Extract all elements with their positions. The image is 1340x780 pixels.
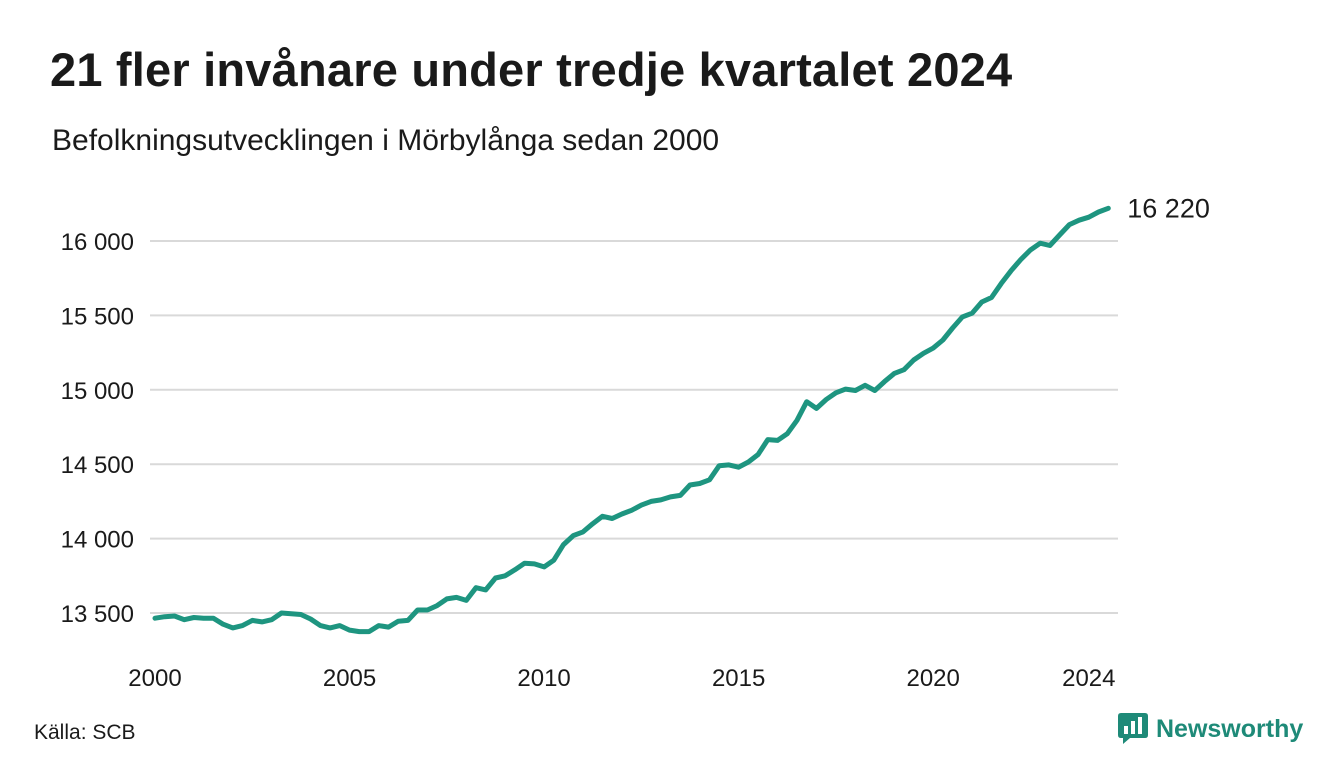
y-tick-label: 13 500 xyxy=(61,601,134,628)
chart-title: 21 fler invånare under tredje kvartalet … xyxy=(50,43,1013,96)
brand-logo[interactable]: Newsworthy xyxy=(1118,713,1303,745)
gridlines xyxy=(150,240,1118,614)
y-tick-label: 14 500 xyxy=(61,452,134,479)
chart-subtitle: Befolkningsutvecklingen i Mörbylånga sed… xyxy=(52,124,720,157)
x-tick-label: 2024 xyxy=(1062,665,1115,692)
y-tick-label: 14 000 xyxy=(61,527,134,554)
y-tick-label: 16 000 xyxy=(61,229,134,256)
newsworthy-logo-icon xyxy=(1118,713,1148,744)
x-tick-label: 2005 xyxy=(323,665,376,692)
x-axis-tick-labels: 2000 2005 2010 2015 2020 2024 xyxy=(128,665,1115,692)
series-layer xyxy=(152,205,1111,635)
source-note: Källa: SCB xyxy=(34,721,136,744)
y-tick-label: 15 000 xyxy=(61,378,134,405)
annotations: 16 220 xyxy=(1127,193,1210,223)
y-tick-label: 15 500 xyxy=(61,303,134,330)
line-chart: 13 500 14 000 14 500 15 000 15 500 16 000 200… xyxy=(61,193,1210,692)
x-tick-label: 2020 xyxy=(906,665,959,692)
x-tick-label: 2010 xyxy=(517,665,570,692)
y-axis-tick-labels: 13 500 14 000 14 500 15 000 15 500 16 000 xyxy=(61,229,134,628)
x-tick-label: 2000 xyxy=(128,665,181,692)
series-line-population xyxy=(152,205,1111,635)
end-value-label: 16 220 xyxy=(1127,193,1210,223)
brand-name: Newsworthy xyxy=(1156,714,1304,743)
x-tick-label: 2015 xyxy=(712,665,765,692)
